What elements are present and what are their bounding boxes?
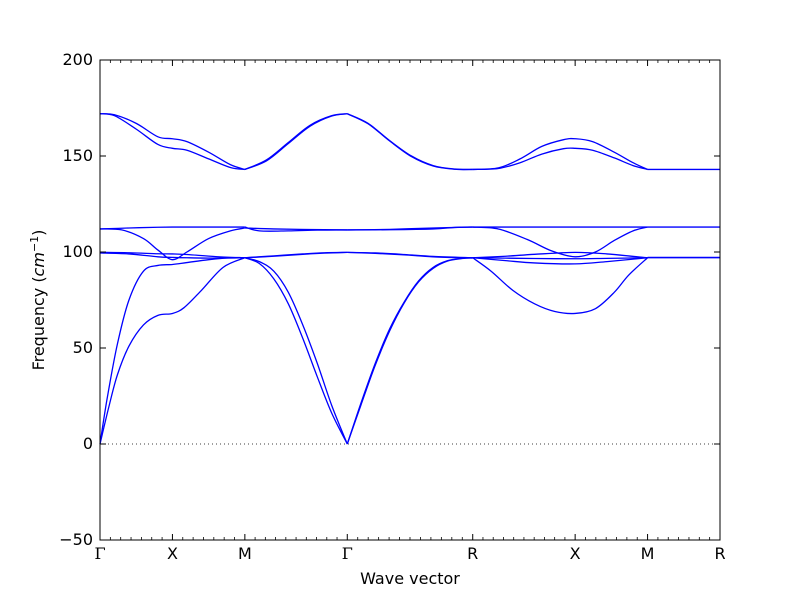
q-point-label: X: [570, 544, 581, 563]
phonon-branch: [244, 113, 348, 171]
phonon-branch: [99, 252, 245, 259]
phonon-branch: [346, 257, 473, 445]
x-axis-label: Wave vector: [360, 569, 460, 588]
y-tick-label: 150: [62, 146, 93, 165]
phonon-branch: [244, 113, 348, 171]
q-point-label: M: [641, 544, 655, 563]
phonon-branch: [99, 251, 245, 259]
phonon-branch: [472, 257, 648, 265]
phonon-branches: [99, 113, 720, 445]
y-tick-label: 50: [73, 338, 93, 357]
y-axis-label: Frequency (cm−1): [28, 230, 48, 371]
q-point-label: R: [714, 544, 725, 563]
phonon-branch: [472, 251, 648, 259]
phonon-branch: [99, 113, 246, 171]
phonon-branch: [99, 256, 245, 445]
y-axis-label-prefix: Frequency (: [29, 276, 48, 370]
q-point-label: X: [167, 544, 178, 563]
y-tick-label: 0: [83, 434, 93, 453]
y-tick-label: −50: [59, 530, 93, 549]
phonon-branch: [472, 257, 648, 260]
phonon-branch: [244, 257, 348, 445]
phonon-branch: [99, 257, 246, 445]
phonon-branch: [347, 226, 473, 231]
phonon-branch: [346, 113, 473, 171]
phonon-branch: [244, 251, 348, 259]
y-tick-label: 100: [62, 242, 93, 261]
phonon-branch: [472, 257, 649, 315]
phonon-branch: [472, 147, 648, 171]
phonon-branch: [99, 113, 245, 171]
phonon-branch: [346, 257, 473, 445]
q-point-label: Γ: [342, 544, 353, 563]
phonon-branch: [99, 227, 245, 261]
y-axis-label-suffix: ): [29, 230, 48, 236]
phonon-branch: [472, 137, 648, 171]
phonon-branch: [244, 257, 348, 445]
q-point-label: R: [467, 544, 478, 563]
y-tick-label: 200: [62, 50, 93, 69]
phonon-branch: [244, 226, 348, 232]
q-point-label: Γ: [94, 544, 105, 563]
y-axis-label-unit-base: cm: [29, 252, 48, 276]
y-tick-labels: −50 0 50 100 150 200: [59, 50, 93, 549]
phonon-branch: [347, 251, 473, 259]
phonon-branch: [472, 226, 648, 258]
y-axis-label-unit-exp: −1: [28, 236, 41, 252]
phonon-branch: [99, 226, 245, 230]
q-point-label: M: [238, 544, 252, 563]
plot-frame: [99, 59, 721, 541]
